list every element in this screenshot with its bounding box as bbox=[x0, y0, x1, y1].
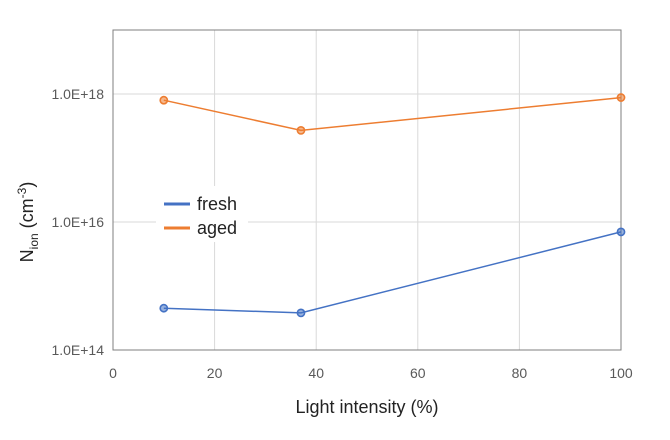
y-tick-label-1: 1.0E+16 bbox=[51, 214, 104, 230]
data-point-fresh-2 bbox=[616, 227, 626, 237]
x-tick-label-80: 80 bbox=[512, 365, 528, 381]
y-tick-label-0: 1.0E+14 bbox=[51, 342, 104, 358]
x-tick-label-40: 40 bbox=[308, 365, 324, 381]
legend-label-aged: aged bbox=[197, 218, 237, 238]
y-axis-title-unit-close: ) bbox=[17, 182, 37, 188]
x-axis-title: Light intensity (%) bbox=[295, 397, 438, 417]
series-fresh bbox=[159, 227, 626, 318]
legend: fresh aged bbox=[156, 186, 248, 242]
series-layer bbox=[159, 93, 626, 318]
data-point-aged-1 bbox=[296, 125, 306, 135]
x-tick-label-100: 100 bbox=[609, 365, 633, 381]
series-aged bbox=[159, 93, 626, 135]
y-axis-ticks: 1.0E+14 1.0E+16 1.0E+18 bbox=[51, 86, 104, 358]
y-axis-title: Nion (cm-3) bbox=[15, 182, 41, 263]
plot-area-border bbox=[112, 29, 622, 351]
x-tick-label-20: 20 bbox=[207, 365, 223, 381]
series-line-fresh bbox=[163, 231, 622, 314]
y-axis-title-base: N bbox=[17, 249, 37, 262]
data-point-fresh-0 bbox=[159, 303, 169, 313]
y-axis-title-subscript: ion bbox=[27, 233, 41, 249]
x-tick-label-60: 60 bbox=[410, 365, 426, 381]
data-point-aged-0 bbox=[159, 95, 169, 105]
y-axis-title-superscript: -3 bbox=[15, 187, 29, 198]
legend-box bbox=[156, 186, 248, 242]
series-line-aged bbox=[163, 96, 622, 132]
data-point-fresh-1 bbox=[296, 308, 306, 318]
x-tick-label-0: 0 bbox=[109, 365, 117, 381]
x-axis-ticks: 0 20 40 60 80 100 bbox=[109, 365, 633, 381]
legend-label-fresh: fresh bbox=[197, 194, 237, 214]
y-tick-label-2: 1.0E+18 bbox=[51, 86, 104, 102]
y-axis-title-unit: (cm bbox=[17, 198, 37, 233]
data-point-aged-2 bbox=[616, 93, 626, 102]
